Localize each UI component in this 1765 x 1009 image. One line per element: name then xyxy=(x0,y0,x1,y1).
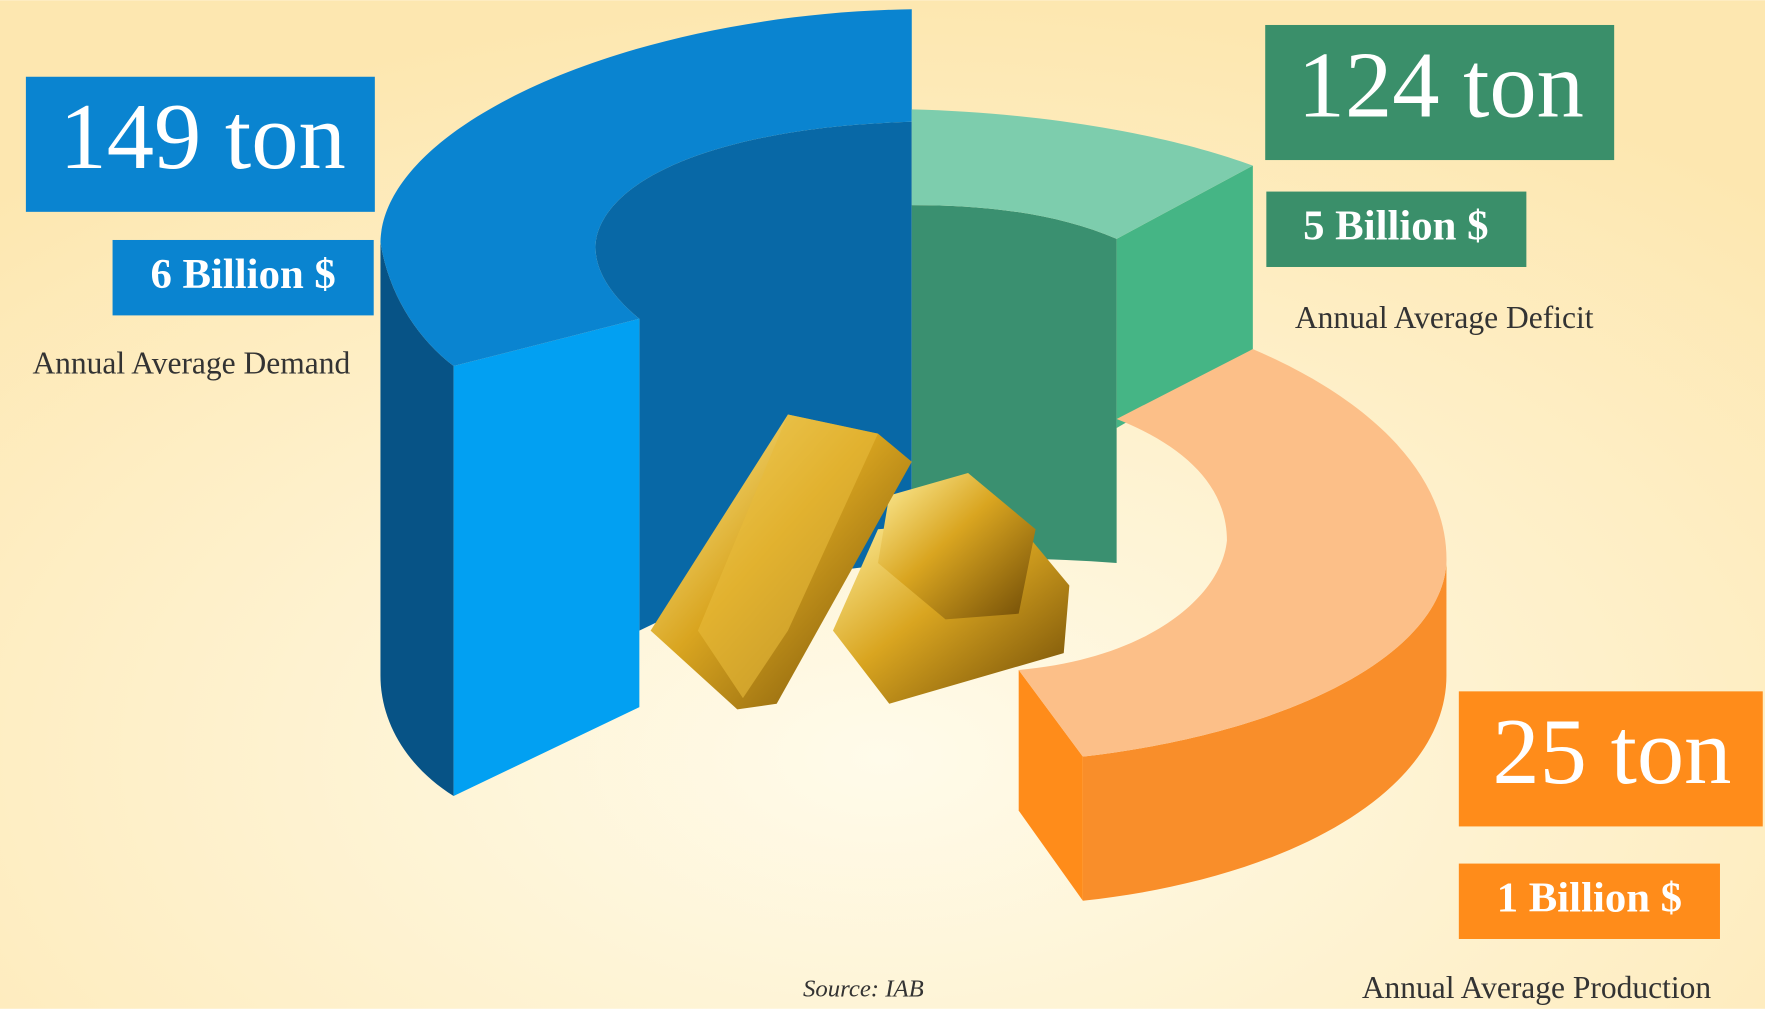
amount-box xyxy=(1458,691,1763,827)
deficit-segment xyxy=(911,109,1253,564)
label: Annual Average Production xyxy=(1362,970,1712,1005)
value: 5 Billion $ xyxy=(1303,203,1488,250)
amount: 124 ton xyxy=(1298,33,1584,137)
value: 6 Billion $ xyxy=(150,251,335,298)
value: 1 Billion $ xyxy=(1497,875,1682,922)
amount-box xyxy=(1265,24,1615,161)
label: Annual Average Demand xyxy=(32,345,350,380)
amount-box xyxy=(25,76,375,212)
value-box xyxy=(1458,863,1720,939)
value-box xyxy=(112,239,374,316)
label: Annual Average Deficit xyxy=(1295,300,1594,335)
source: Source: IAB xyxy=(803,975,924,1002)
value-box xyxy=(1266,191,1527,267)
gold-bars xyxy=(650,414,1070,710)
production-segment xyxy=(1018,349,1447,901)
amount: 25 ton xyxy=(1492,700,1731,804)
amount: 149 ton xyxy=(59,85,345,189)
